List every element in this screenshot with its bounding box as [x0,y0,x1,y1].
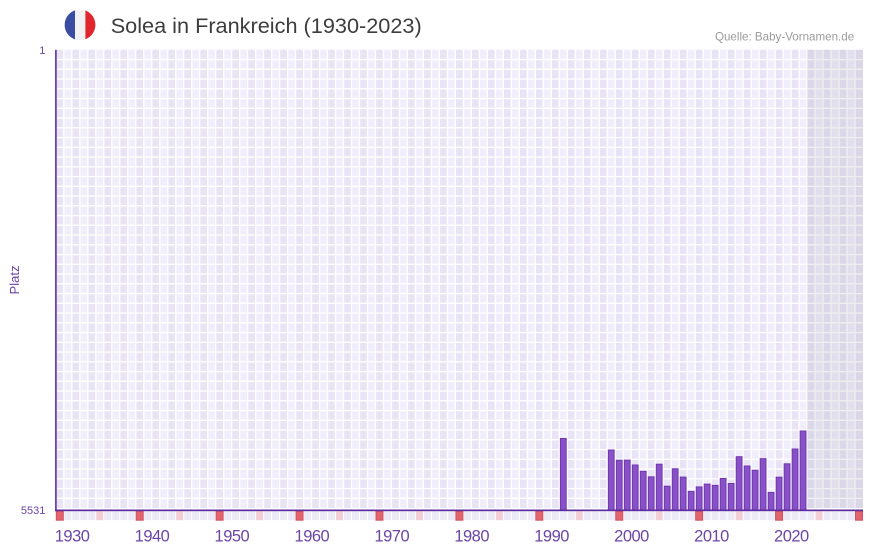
svg-text:5531: 5531 [21,505,45,517]
svg-text:Quelle: Baby-Vornamen.de: Quelle: Baby-Vornamen.de [715,30,854,43]
svg-text:1960: 1960 [295,528,330,546]
svg-text:1980: 1980 [454,528,489,546]
svg-text:Solea in Frankreich (1930-2023: Solea in Frankreich (1930-2023) [111,13,422,38]
svg-text:Platz: Platz [7,266,22,295]
svg-text:1940: 1940 [135,528,170,546]
svg-text:1950: 1950 [215,528,250,546]
svg-text:1: 1 [39,45,45,57]
svg-text:2020: 2020 [774,528,809,546]
svg-text:1970: 1970 [374,528,409,546]
svg-text:1990: 1990 [534,528,569,546]
svg-text:2010: 2010 [694,528,729,546]
svg-text:1930: 1930 [55,528,90,546]
svg-text:2000: 2000 [614,528,649,546]
